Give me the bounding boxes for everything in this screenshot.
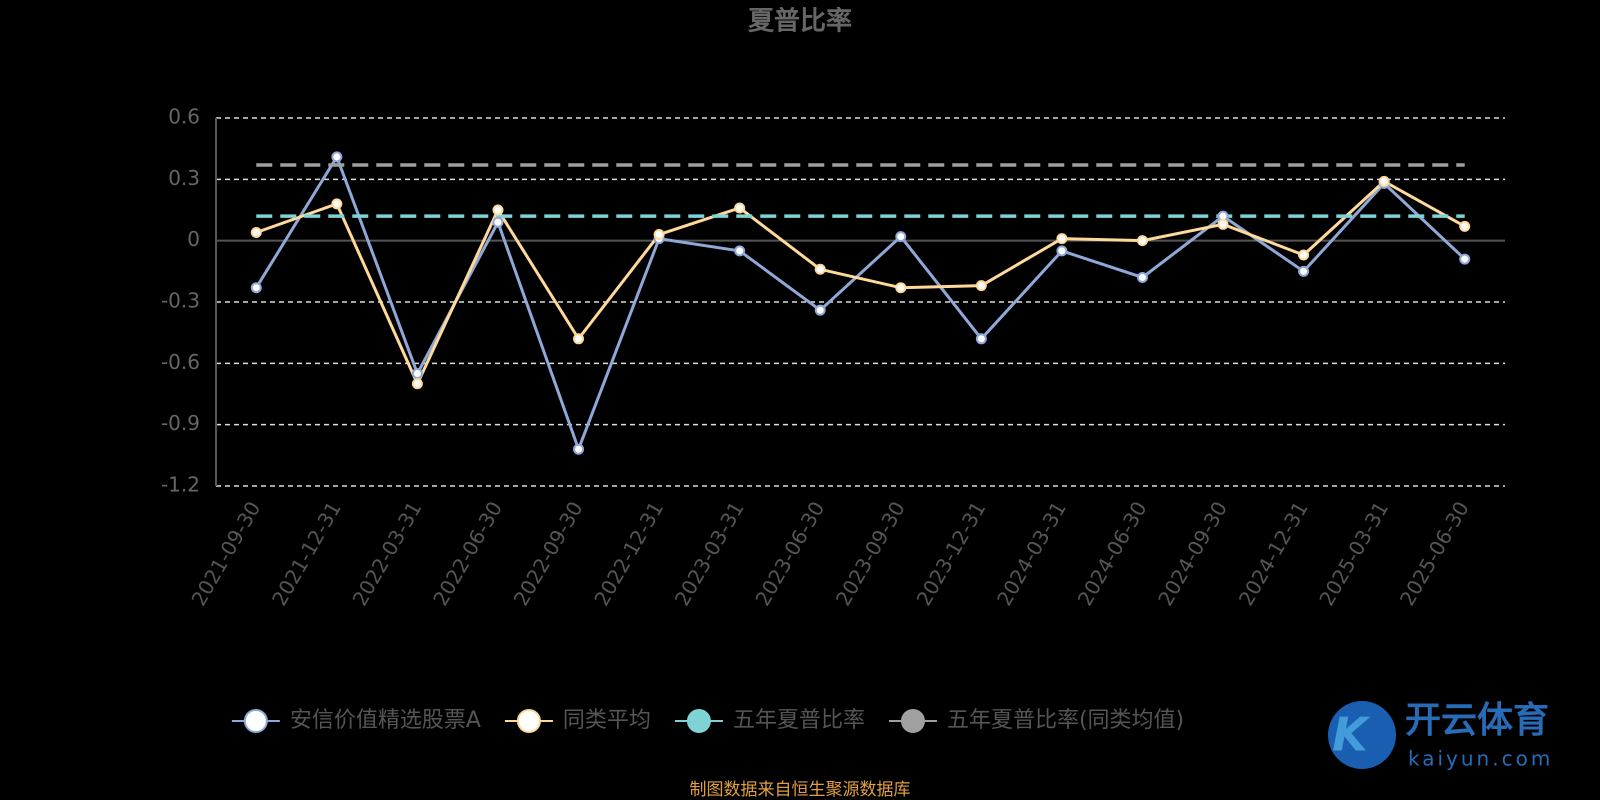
legend-label: 五年夏普比率 (733, 708, 865, 733)
x-tick-label: 2025-06-30 (1395, 497, 1474, 610)
watermark-logo-letter: K (1332, 708, 1371, 762)
source-note: 制图数据来自恒生聚源数据库 (690, 780, 911, 800)
legend-label: 安信价值精选股票A (290, 708, 481, 733)
x-tick-label: 2024-06-30 (1073, 497, 1152, 610)
x-tick-label: 2022-09-30 (509, 497, 588, 610)
x-tick-label: 2023-03-31 (670, 497, 749, 610)
x-tick-label: 2023-09-30 (831, 497, 910, 610)
data-point (1056, 245, 1068, 257)
data-point (411, 368, 423, 380)
data-point (250, 226, 262, 238)
data-point (1136, 235, 1148, 247)
data-point (573, 333, 585, 345)
x-tick-label: 2022-12-31 (589, 497, 668, 610)
series-line (255, 153, 1466, 454)
y-tick-label: 0.3 (168, 166, 200, 190)
watermark: K 开云体育 kaiyun.com (1328, 700, 1553, 771)
x-tick-label: 2022-06-30 (428, 497, 507, 610)
data-point (1378, 175, 1390, 187)
x-tick-label: 2024-12-31 (1234, 497, 1313, 610)
data-point (331, 198, 343, 210)
data-point (1217, 218, 1229, 230)
data-point (975, 280, 987, 292)
data-point (411, 378, 423, 390)
x-tick-label: 2021-12-31 (267, 497, 346, 610)
watermark-logo (1328, 701, 1396, 769)
data-point (331, 151, 343, 163)
x-tick-label: 2023-12-31 (912, 497, 991, 610)
data-point (895, 231, 907, 243)
data-point (492, 216, 504, 228)
legend: 安信价值精选股票A 同类平均 五年夏普比率 五年夏普比率(同类均值) (231, 708, 1184, 733)
x-tick-label: 2024-03-31 (992, 497, 1071, 610)
legend-marker (243, 709, 268, 733)
data-point (734, 245, 746, 257)
legend-label: 同类平均 (563, 708, 651, 733)
data-point (1298, 249, 1310, 261)
y-tick-label: -0.3 (161, 289, 200, 313)
data-point (1056, 233, 1068, 245)
chart-title: 夏普比率 (748, 6, 852, 37)
legend-marker (516, 709, 541, 733)
legend-marker (900, 709, 925, 733)
data-point (1298, 265, 1310, 277)
data-point (814, 304, 826, 316)
data-point (1459, 253, 1471, 265)
data-point (1136, 271, 1148, 283)
data-point (492, 204, 504, 216)
watermark-subtitle: kaiyun.com (1408, 747, 1553, 771)
y-tick-label: -0.9 (161, 411, 200, 435)
data-point (573, 443, 585, 455)
y-tick-label: 0 (187, 227, 200, 251)
data-point (653, 229, 665, 241)
x-tick-label: 2022-03-31 (348, 497, 427, 610)
legend-label: 五年夏普比率(同类均值) (947, 708, 1184, 733)
data-point (895, 282, 907, 294)
legend-marker (686, 709, 711, 733)
data-point (1459, 220, 1471, 232)
x-tick-label: 2023-06-30 (750, 497, 829, 610)
y-tick-label: -0.6 (161, 350, 200, 374)
data-point (814, 263, 826, 275)
series-line (255, 179, 1466, 388)
watermark-title: 开云体育 (1405, 700, 1549, 741)
x-tick-label: 2021-09-30 (186, 497, 265, 610)
data-point (250, 282, 262, 294)
y-tick-label: -1.2 (161, 473, 200, 497)
y-tick-label: 0.6 (168, 105, 200, 129)
data-point (734, 202, 746, 214)
x-tick-label: 2025-03-31 (1314, 497, 1393, 610)
data-point (975, 333, 987, 345)
x-tick-label: 2024-09-30 (1153, 497, 1232, 610)
